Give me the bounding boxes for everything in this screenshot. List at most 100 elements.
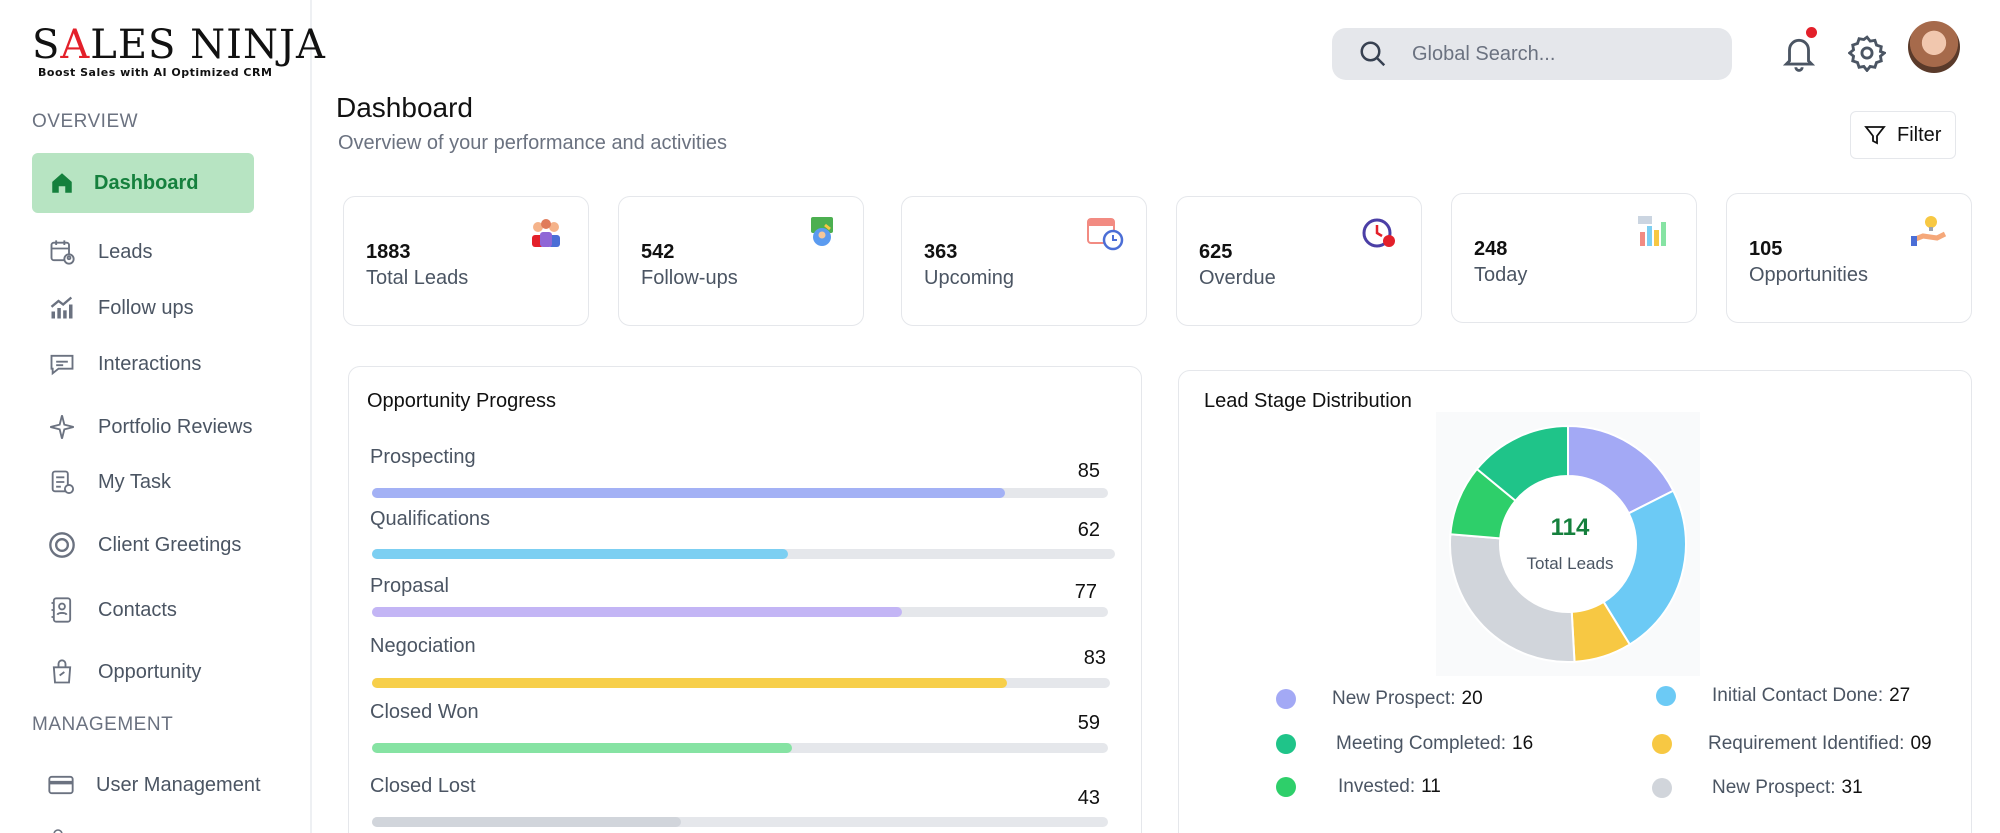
legend-item: New Prospect: 20 bbox=[1276, 688, 1483, 710]
legend-item: Initial Contact Done: 27 bbox=[1656, 685, 1910, 707]
progress-stage-label: Qualifications bbox=[370, 508, 491, 530]
sidebar-item-leads[interactable]: Leads bbox=[32, 222, 254, 282]
team-icon bbox=[532, 219, 560, 247]
sidebar-item-label: Dashboard bbox=[94, 171, 199, 194]
legend-count: 09 bbox=[1910, 733, 1932, 754]
sidebar-item-interactions[interactable]: Interactions bbox=[32, 334, 254, 394]
stat-value: 363 bbox=[924, 241, 958, 263]
shopping-bag-icon bbox=[46, 656, 78, 688]
logo-wordmark: SALES NINJA bbox=[32, 22, 326, 68]
legend-count: 20 bbox=[1461, 688, 1483, 709]
progress-stage-value: 77 bbox=[1074, 581, 1097, 603]
legend-dot bbox=[1652, 778, 1672, 798]
filter-label: Filter bbox=[1897, 123, 1942, 146]
legend-count: 31 bbox=[1841, 777, 1863, 798]
sidebar-item-label: Portfolio Reviews bbox=[98, 415, 253, 438]
legend-count: 11 bbox=[1421, 776, 1441, 797]
idea-hand-icon bbox=[1911, 216, 1947, 246]
progress-track bbox=[372, 678, 1110, 688]
sidebar-item-client-greetings[interactable]: Client Greetings bbox=[32, 515, 254, 575]
search-input[interactable] bbox=[1412, 42, 1712, 66]
progress-stage-label: Prospecting bbox=[370, 446, 476, 468]
progress-fill bbox=[372, 817, 682, 827]
logo-tagline: Boost Sales with AI Optimized CRM bbox=[38, 66, 273, 79]
gear-icon bbox=[46, 822, 70, 833]
stat-value: 625 bbox=[1199, 241, 1233, 263]
calendar-clock-icon bbox=[1087, 218, 1124, 251]
progress-stage-value: 59 bbox=[1077, 712, 1100, 734]
opportunity-progress-panel bbox=[348, 366, 1142, 833]
followup-icon bbox=[811, 217, 833, 246]
timer-alert-icon bbox=[1362, 218, 1395, 248]
panel-title: Opportunity Progress bbox=[367, 390, 556, 412]
donut-chart-area bbox=[1436, 412, 1700, 676]
sidebar-item-label: Interactions bbox=[98, 352, 202, 375]
sidebar-item-label: Opportunity bbox=[98, 660, 202, 683]
notification-badge bbox=[1806, 27, 1817, 38]
donut-total-label: Total Leads bbox=[1526, 554, 1614, 573]
chat-bubble-icon bbox=[46, 348, 78, 380]
progress-stage-label: Propasal bbox=[370, 575, 449, 597]
legend-item: Invested: 11 bbox=[1276, 776, 1441, 798]
donut-hole bbox=[1500, 476, 1636, 612]
sidebar-item-follow-ups[interactable]: Follow ups bbox=[32, 278, 254, 338]
legend-count: 16 bbox=[1512, 733, 1534, 754]
progress-stage-label: Negociation bbox=[370, 635, 476, 657]
gear-icon[interactable] bbox=[1848, 34, 1886, 72]
sidebar-item-label: My Task bbox=[98, 470, 171, 493]
stat-label: Overdue bbox=[1199, 267, 1276, 289]
legend-dot bbox=[1276, 689, 1296, 709]
stat-card-follow-ups[interactable]: 542 Follow-ups bbox=[618, 196, 864, 326]
stat-card-overdue[interactable]: 625 Overdue bbox=[1176, 196, 1422, 326]
stat-value: 1883 bbox=[366, 241, 411, 263]
progress-stage-value: 43 bbox=[1077, 787, 1100, 809]
sidebar-item-dashboard[interactable]: Dashboard bbox=[32, 153, 254, 213]
progress-track bbox=[372, 817, 1108, 827]
brand-logo[interactable]: SALES NINJA Boost Sales with AI Optimize… bbox=[32, 22, 326, 79]
legend-label: New Prospect: bbox=[1712, 777, 1836, 798]
stat-value: 248 bbox=[1474, 238, 1508, 260]
avatar[interactable] bbox=[1908, 21, 1960, 73]
panel-title: Lead Stage Distribution bbox=[1204, 390, 1412, 412]
progress-fill bbox=[372, 678, 1007, 688]
stat-card-opportunities[interactable]: 105 Opportunities bbox=[1726, 193, 1972, 323]
bell-icon[interactable] bbox=[1780, 32, 1818, 74]
stat-card-today[interactable]: 248 Today bbox=[1451, 193, 1697, 323]
stat-label: Opportunities bbox=[1749, 264, 1868, 286]
page-title: Dashboard bbox=[336, 92, 473, 123]
legend-dot bbox=[1652, 734, 1672, 754]
legend-label: New Prospect: bbox=[1332, 688, 1456, 709]
sidebar-item-contacts[interactable]: Contacts bbox=[32, 580, 254, 640]
donut-total-value: 114 bbox=[1550, 514, 1590, 541]
legend-label: Requirement Identified: bbox=[1708, 733, 1905, 754]
legend-item: Requirement Identified: 09 bbox=[1652, 733, 1932, 755]
sidebar-item-label: Follow ups bbox=[98, 296, 194, 319]
sidebar-item-user-management[interactable]: User Management bbox=[32, 755, 261, 815]
sidebar-item-label: Client Greetings bbox=[98, 533, 242, 556]
stat-label: Upcoming bbox=[924, 267, 1015, 289]
page-subtitle: Overview of your performance and activit… bbox=[338, 132, 728, 154]
target-icon bbox=[46, 529, 78, 561]
sidebar-item-label: User Management bbox=[96, 773, 261, 796]
filter-button[interactable]: Filter bbox=[1850, 111, 1956, 159]
stat-card-upcoming[interactable]: 363 Upcoming bbox=[901, 196, 1147, 326]
progress-track bbox=[372, 743, 1108, 753]
legend-label: Initial Contact Done: bbox=[1712, 685, 1884, 706]
progress-stage-value: 85 bbox=[1077, 460, 1100, 482]
chart-up-icon bbox=[46, 292, 78, 324]
stat-label: Today bbox=[1474, 264, 1528, 286]
progress-track bbox=[372, 607, 1108, 617]
sidebar-item-portfolio-reviews[interactable]: Portfolio Reviews bbox=[32, 397, 254, 457]
global-search[interactable] bbox=[1332, 28, 1732, 80]
progress-fill bbox=[372, 743, 792, 753]
stat-label: Follow-ups bbox=[641, 267, 738, 289]
legend-dot bbox=[1276, 777, 1296, 797]
sidebar-item-label: Contacts bbox=[98, 598, 177, 621]
filter-icon bbox=[1864, 126, 1886, 145]
stat-label: Total Leads bbox=[366, 267, 469, 289]
sidebar-item-my-task[interactable]: My Task bbox=[32, 452, 254, 512]
legend-label: Invested: bbox=[1338, 776, 1416, 797]
stat-card-total-leads[interactable]: 1883 Total Leads bbox=[343, 196, 589, 326]
sidebar-item-label: Leads bbox=[98, 240, 153, 263]
sidebar-item-opportunity[interactable]: Opportunity bbox=[32, 642, 254, 702]
